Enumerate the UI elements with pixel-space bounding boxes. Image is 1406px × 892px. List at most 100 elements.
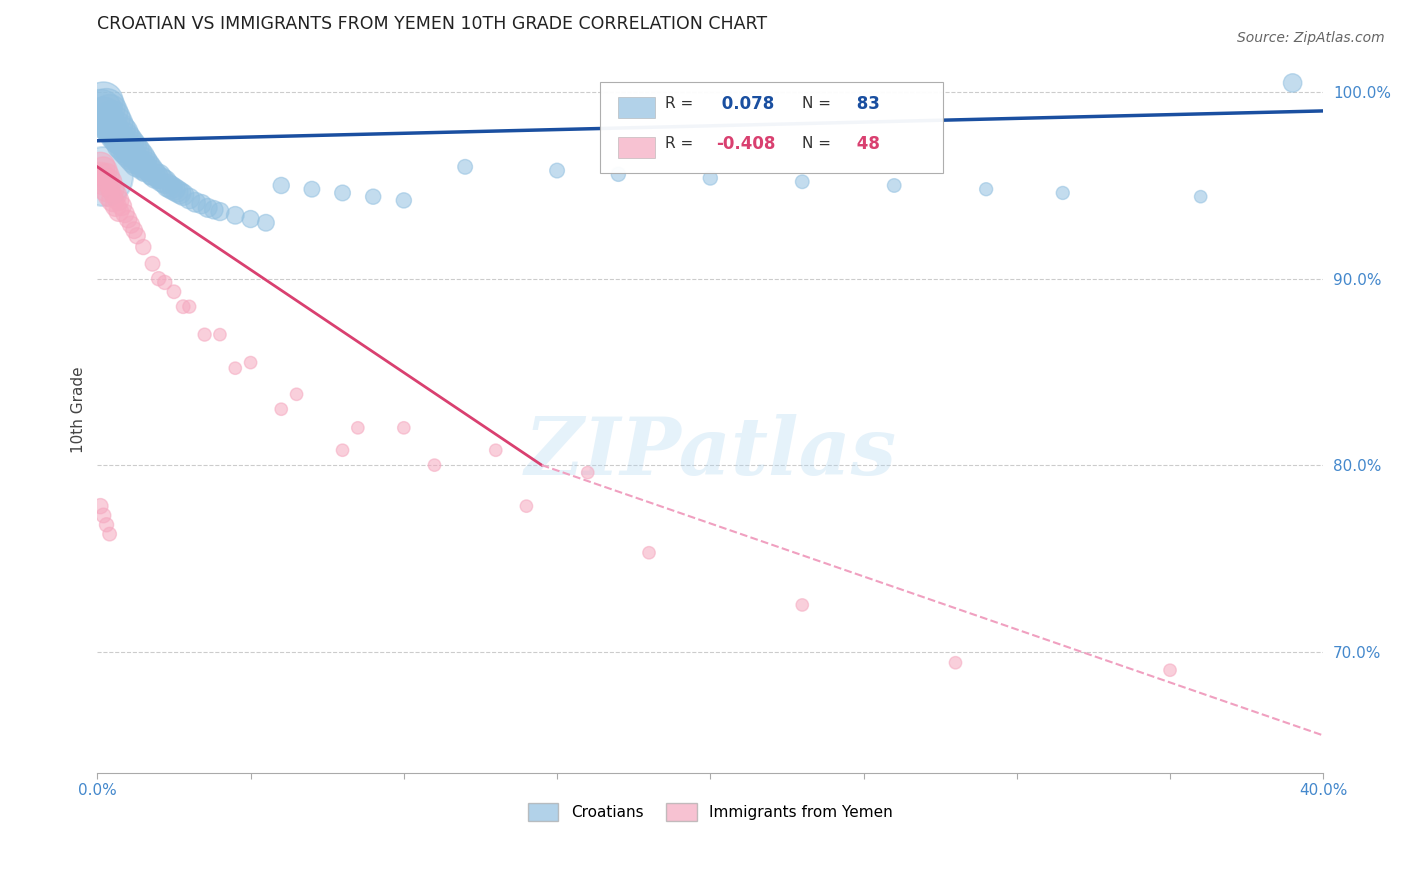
FancyBboxPatch shape: [619, 96, 655, 119]
Point: [98, 175, 121, 189]
Point: [89, 169, 111, 183]
Point: [117, 212, 139, 227]
Point: [301, 182, 323, 196]
Point: [111, 137, 134, 152]
Point: [120, 139, 142, 153]
Point: [974, 182, 997, 196]
Point: [148, 271, 170, 285]
Point: [89, 499, 111, 513]
Text: Source: ZipAtlas.com: Source: ZipAtlas.com: [1237, 31, 1385, 45]
Point: [1189, 189, 1212, 203]
Point: [104, 187, 127, 202]
Point: [104, 117, 127, 131]
Point: [332, 443, 354, 458]
Point: [239, 212, 262, 227]
Point: [98, 119, 121, 133]
Point: [132, 160, 155, 174]
Point: [127, 146, 149, 161]
Point: [122, 156, 145, 170]
Point: [239, 355, 262, 369]
Text: -0.408: -0.408: [717, 135, 776, 153]
Point: [129, 151, 152, 165]
Point: [135, 158, 157, 172]
Point: [172, 187, 194, 202]
Point: [546, 163, 568, 178]
Point: [127, 228, 149, 243]
Point: [945, 656, 967, 670]
Point: [120, 153, 142, 167]
Text: CROATIAN VS IMMIGRANTS FROM YEMEN 10TH GRADE CORRELATION CHART: CROATIAN VS IMMIGRANTS FROM YEMEN 10TH G…: [97, 15, 768, 33]
Point: [156, 178, 179, 193]
Point: [270, 178, 292, 193]
Point: [150, 173, 173, 187]
Point: [792, 175, 814, 189]
Text: R =: R =: [665, 96, 693, 112]
Point: [392, 421, 415, 435]
Point: [120, 149, 142, 163]
Point: [117, 149, 139, 163]
Point: [129, 163, 152, 178]
Point: [93, 95, 115, 109]
Text: N =: N =: [803, 136, 831, 152]
Point: [515, 499, 537, 513]
Point: [179, 192, 201, 206]
Point: [120, 218, 142, 232]
Point: [93, 108, 115, 122]
Point: [127, 160, 149, 174]
Point: [153, 175, 176, 189]
Point: [114, 132, 136, 146]
Point: [169, 186, 191, 200]
Point: [122, 223, 145, 237]
Point: [101, 182, 124, 196]
Point: [132, 240, 155, 254]
Point: [122, 143, 145, 157]
Point: [111, 141, 134, 155]
Point: [96, 517, 118, 532]
Point: [285, 387, 308, 401]
Point: [145, 169, 167, 183]
Point: [117, 145, 139, 159]
FancyBboxPatch shape: [619, 136, 655, 159]
Point: [114, 206, 136, 220]
Point: [111, 199, 134, 213]
FancyBboxPatch shape: [600, 82, 943, 173]
Text: R =: R =: [665, 136, 693, 152]
Point: [254, 216, 277, 230]
Point: [107, 137, 129, 152]
Point: [111, 126, 134, 140]
Point: [179, 300, 201, 314]
Point: [104, 128, 127, 143]
Point: [423, 458, 446, 472]
Point: [114, 145, 136, 159]
Point: [153, 276, 176, 290]
Point: [148, 169, 170, 183]
Point: [163, 285, 186, 299]
Point: [104, 134, 127, 148]
Point: [96, 100, 118, 114]
Point: [89, 103, 111, 118]
Point: [347, 421, 370, 435]
Point: [163, 178, 186, 193]
Point: [576, 466, 599, 480]
Point: [1052, 186, 1074, 200]
Point: [93, 163, 115, 178]
Point: [270, 402, 292, 417]
Point: [454, 160, 477, 174]
Point: [107, 204, 129, 219]
Point: [638, 546, 661, 560]
Point: [361, 189, 384, 203]
Point: [101, 130, 124, 145]
Point: [117, 136, 139, 150]
Point: [104, 199, 127, 213]
Point: [224, 361, 246, 376]
Point: [172, 300, 194, 314]
Legend: Croatians, Immigrants from Yemen: Croatians, Immigrants from Yemen: [522, 797, 898, 827]
Point: [1281, 76, 1303, 90]
Point: [163, 182, 186, 196]
Point: [107, 122, 129, 136]
Point: [96, 113, 118, 128]
Point: [98, 126, 121, 140]
Point: [101, 194, 124, 208]
Text: ZIPatlas: ZIPatlas: [524, 414, 897, 491]
Point: [93, 175, 115, 189]
